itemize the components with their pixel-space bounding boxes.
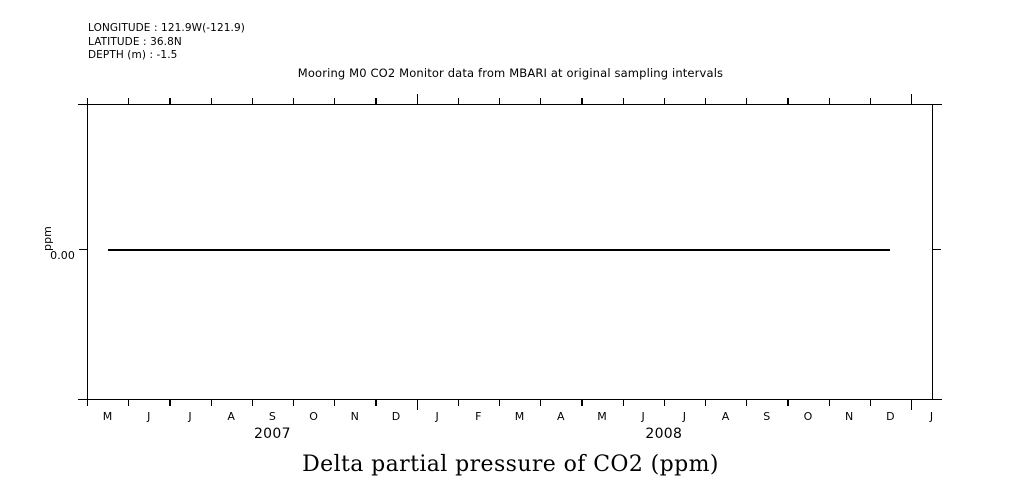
y-axis-tick-label: 0.00 (50, 249, 75, 262)
x-tick-top (869, 98, 872, 104)
metadata-longitude: LONGITUDE : 121.9W(-121.9) (88, 22, 245, 34)
x-tick-label: A (227, 410, 235, 423)
axis-frame-bottom (78, 398, 942, 400)
x-tick-bottom (828, 400, 830, 406)
x-tick-bottom (540, 400, 542, 406)
x-tick-top (911, 94, 913, 104)
data-series-line (107, 249, 891, 251)
y-axis-title: ppm (41, 226, 54, 251)
y-axis-tick-right (933, 249, 941, 251)
x-tick-label: M (514, 410, 525, 423)
plot-title-text: Mooring M0 CO2 Monitor data from MBARI a… (297, 66, 724, 80)
x-tick-bottom (169, 400, 171, 406)
y-axis-tick-left (79, 249, 87, 251)
x-tick-bottom (622, 400, 624, 406)
x-tick-bottom (210, 400, 212, 406)
station-metadata: LONGITUDE : 121.9W(-121.9) LATITUDE : 36… (88, 22, 245, 63)
x-tick-top (787, 98, 789, 104)
x-tick-top (457, 98, 460, 104)
x-axis-year-label: 2008 (645, 426, 683, 442)
x-tick-label: M (597, 410, 607, 423)
x-tick-label: S (763, 410, 771, 423)
x-tick-top (293, 98, 295, 104)
x-tick-top (87, 98, 89, 104)
x-tick-top (663, 98, 666, 104)
x-tick-top (334, 98, 336, 104)
x-tick-bottom (746, 400, 748, 406)
plot-area: 0.00 ppm M J J A S O N D J F M A M J J A S O N D J 2007 2008 (41, 94, 942, 442)
x-tick-label: S (268, 410, 276, 423)
x-tick-top (746, 98, 748, 104)
axis-frame-left (87, 104, 89, 400)
x-tick-label: J (435, 410, 439, 423)
x-tick-bottom (416, 400, 418, 410)
x-tick-top (622, 98, 624, 104)
metadata-depth: DEPTH (m) : -1.5 (88, 49, 178, 61)
x-tick-top (540, 98, 542, 104)
x-tick-label: N (845, 410, 854, 423)
x-tick-label: N (350, 410, 359, 423)
x-tick-label: J (147, 410, 151, 423)
x-tick-label: A (721, 410, 730, 423)
x-tick-label: O (803, 410, 813, 423)
x-tick-bottom (869, 400, 872, 406)
x-tick-label: J (641, 410, 645, 423)
x-tick-top (169, 98, 171, 104)
x-tick-top (128, 98, 130, 104)
x-tick-label: A (556, 410, 565, 423)
x-tick-bottom (787, 400, 789, 406)
x-tick-label: D (391, 410, 401, 423)
x-tick-label: M (102, 410, 113, 423)
x-tick-top (499, 98, 501, 104)
x-tick-label: D (886, 410, 895, 423)
x-tick-top (581, 98, 583, 104)
x-tick-bottom (128, 400, 130, 406)
x-tick-top (705, 98, 707, 104)
plot-title: Mooring M0 CO2 Monitor data from MBARI a… (0, 66, 1009, 80)
x-tick-bottom (375, 400, 377, 406)
x-tick-label: J (682, 410, 687, 423)
x-tick-bottom (499, 400, 501, 406)
x-tick-bottom (87, 400, 89, 406)
x-tick-label: O (309, 410, 318, 423)
x-tick-bottom (705, 400, 707, 406)
x-tick-label: F (475, 410, 482, 423)
x-tick-label: J (929, 410, 934, 423)
axis-frame-top (78, 104, 942, 106)
x-tick-top (251, 98, 254, 104)
x-tick-bottom (293, 400, 295, 406)
x-tick-label: J (188, 410, 192, 423)
figure-caption-text: Delta partial pressure of CO2 (ppm) (302, 452, 719, 477)
x-tick-bottom (663, 400, 666, 406)
x-tick-top (375, 98, 377, 104)
axis-frame-right (931, 104, 933, 400)
x-tick-bottom (457, 400, 460, 406)
x-tick-top (828, 98, 830, 104)
x-tick-bottom (911, 400, 913, 410)
x-tick-top (210, 98, 212, 104)
metadata-latitude: LATITUDE : 36.8N (88, 35, 182, 48)
figure-caption: Delta partial pressure of CO2 (ppm) (0, 452, 1009, 477)
x-tick-top (416, 94, 418, 104)
x-tick-bottom (251, 400, 254, 406)
x-axis-year-label: 2007 (253, 426, 291, 442)
x-tick-bottom (334, 400, 336, 406)
x-tick-bottom (581, 400, 583, 406)
